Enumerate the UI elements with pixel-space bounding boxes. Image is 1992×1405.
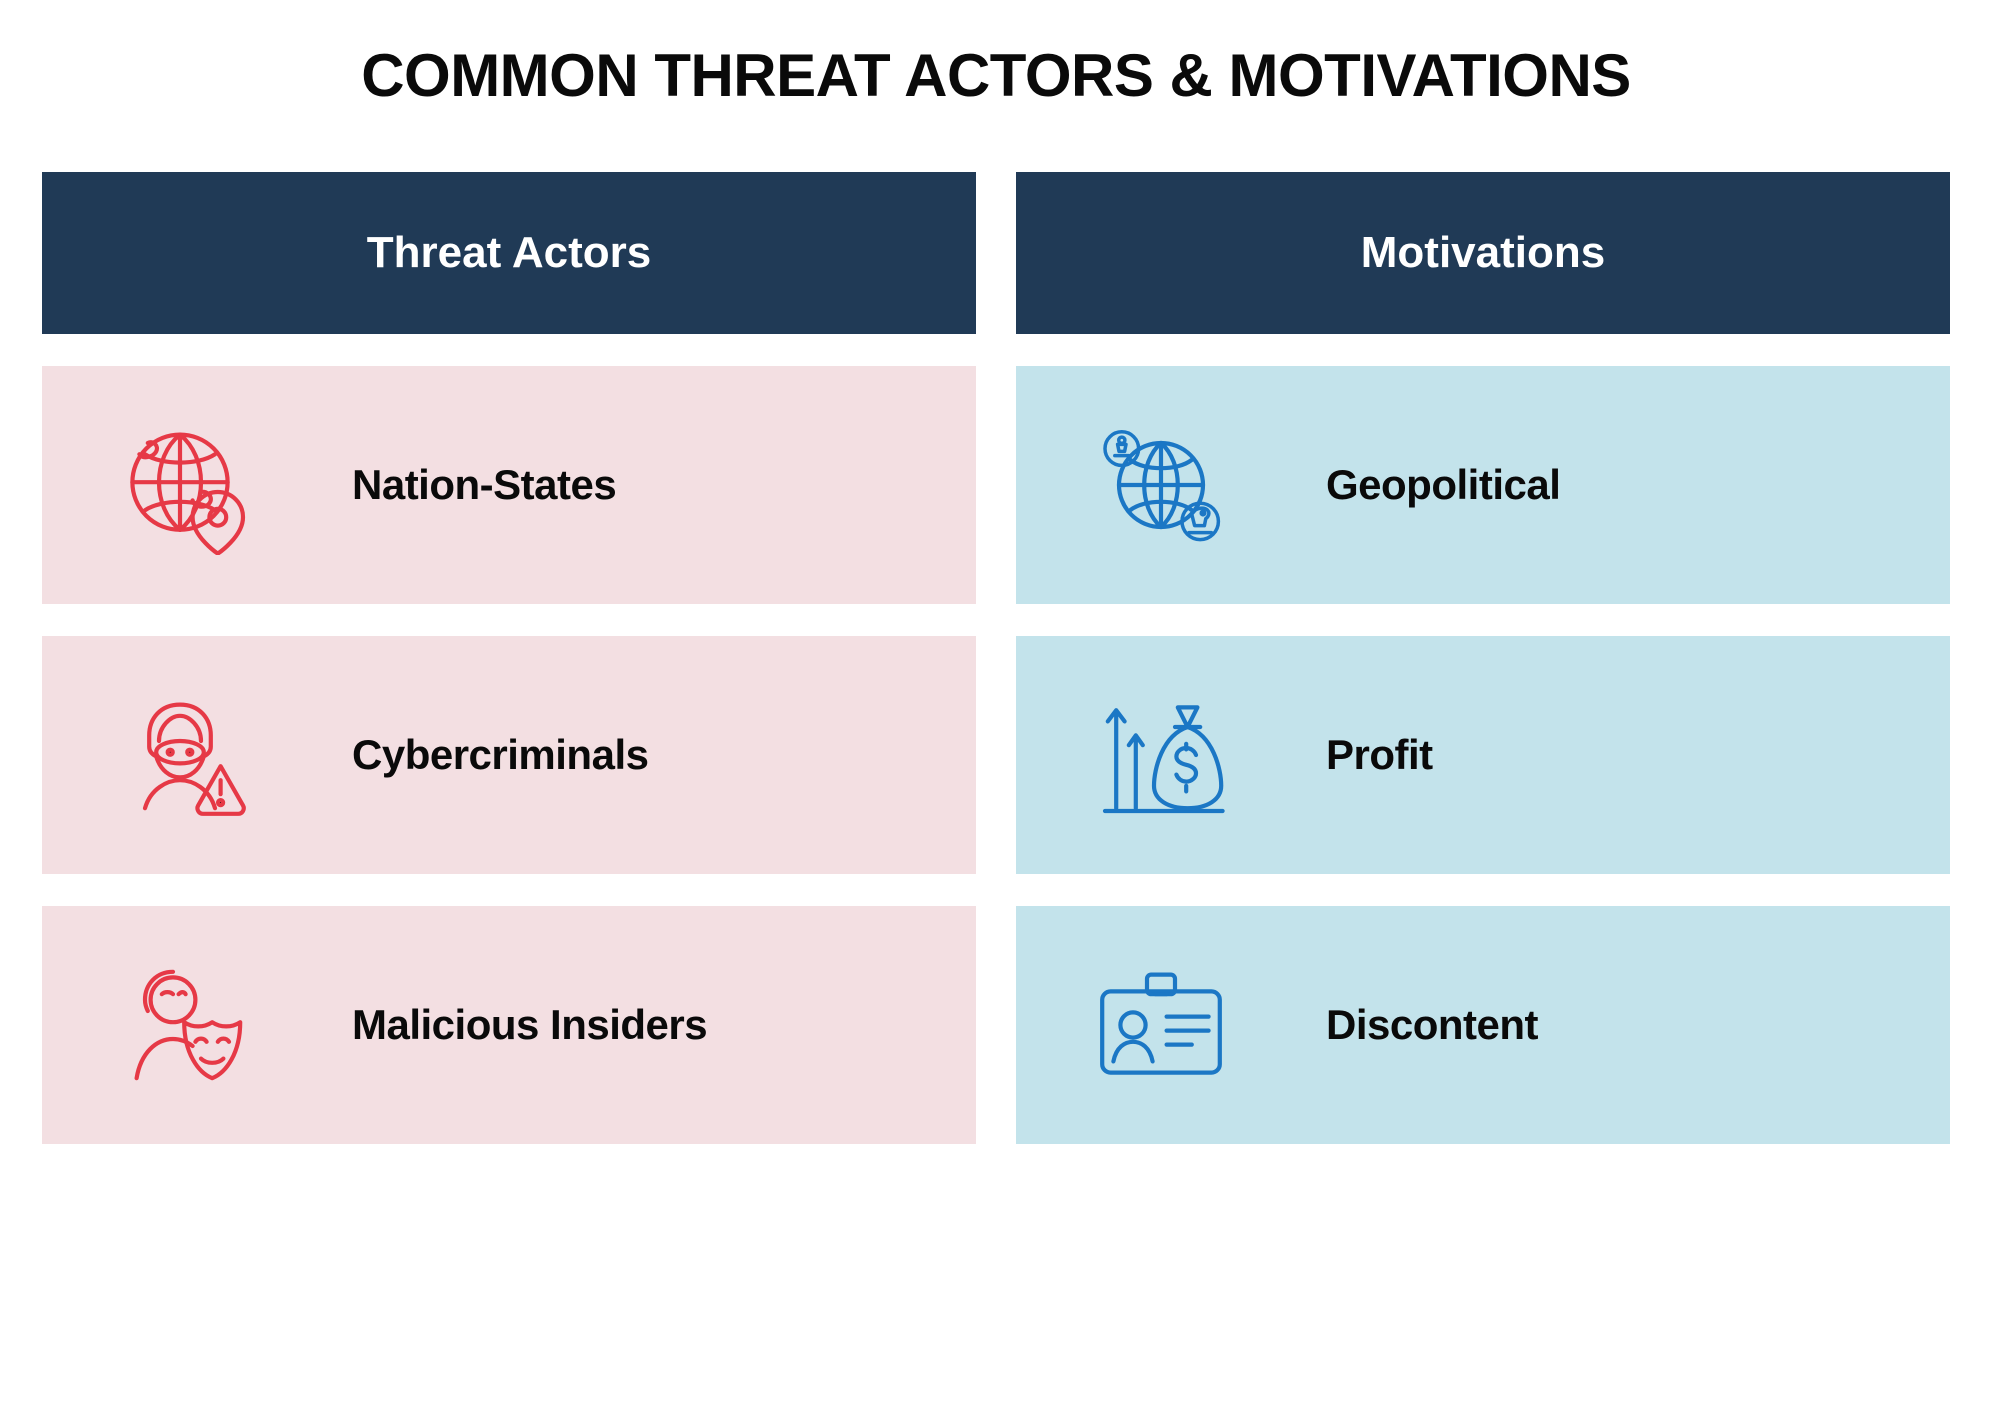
- insider-mask-icon: [112, 950, 262, 1100]
- globe-chess-icon: [1086, 410, 1236, 560]
- cell-label: Cybercriminals: [352, 731, 648, 779]
- page-title: COMMON THREAT ACTORS & MOTIVATIONS: [20, 40, 1972, 112]
- hacker-alert-icon: [112, 680, 262, 830]
- cell-label: Geopolitical: [1326, 461, 1560, 509]
- cell-label: Profit: [1326, 731, 1433, 779]
- globe-pin-icon: [112, 410, 262, 560]
- id-badge-icon: [1086, 950, 1236, 1100]
- cell-profit: Profit: [1016, 636, 1950, 874]
- money-growth-icon: [1086, 680, 1236, 830]
- cell-label: Nation-States: [352, 461, 616, 509]
- column-header-right: Motivations: [1016, 172, 1950, 334]
- cell-label: Malicious Insiders: [352, 1001, 707, 1049]
- cell-discontent: Discontent: [1016, 906, 1950, 1144]
- infographic-grid: Threat Actors Motivations Nation-States: [20, 172, 1972, 1144]
- cell-geopolitical: Geopolitical: [1016, 366, 1950, 604]
- column-header-left: Threat Actors: [42, 172, 976, 334]
- cell-label: Discontent: [1326, 1001, 1538, 1049]
- cell-malicious-insiders: Malicious Insiders: [42, 906, 976, 1144]
- cell-cybercriminals: Cybercriminals: [42, 636, 976, 874]
- cell-nation-states: Nation-States: [42, 366, 976, 604]
